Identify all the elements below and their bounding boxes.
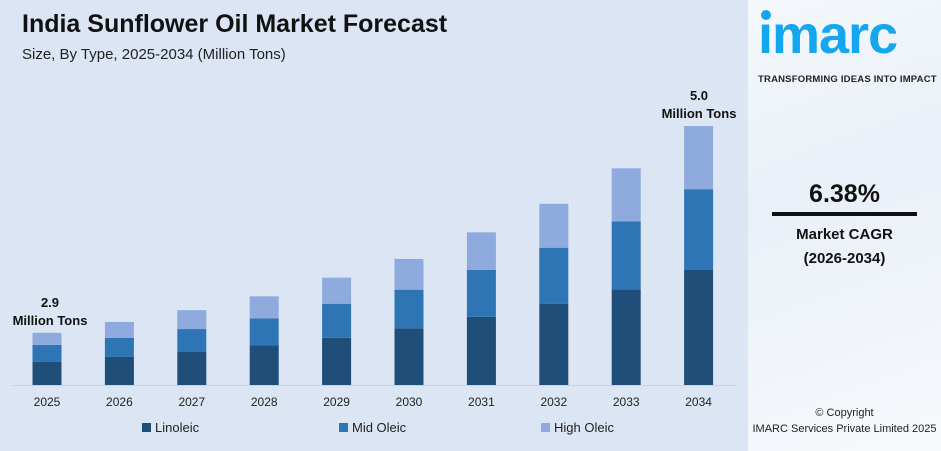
divider — [772, 212, 917, 216]
bar-segment-mid-oleic-2033 — [611, 221, 641, 290]
cagr-period: (2026-2034) — [803, 250, 886, 267]
legend-label: High Oleic — [554, 420, 614, 435]
annotation-value: 5.0 — [689, 88, 709, 103]
x-tick-label: 2034 — [685, 395, 712, 409]
legend-swatch — [339, 423, 348, 432]
bar-segment-linoleic-2029 — [322, 337, 352, 385]
chart-title: India Sunflower Oil Market Forecast — [22, 10, 448, 38]
cagr-value: 6.38% — [809, 180, 880, 208]
legend-swatch — [541, 423, 550, 432]
x-tick-label: 2025 — [34, 395, 61, 409]
bar-segment-mid-oleic-2027 — [177, 329, 207, 353]
bar-segment-high-oleic-2026 — [104, 321, 134, 338]
annotation-unit: Million Tons — [661, 106, 737, 121]
x-tick-label: 2033 — [613, 395, 640, 409]
legend-item-mid-oleic: Mid Oleic — [339, 420, 406, 435]
bar-segment-mid-oleic-2032 — [539, 247, 569, 304]
bar-segment-linoleic-2026 — [104, 356, 134, 385]
x-tick-label: 2026 — [106, 395, 133, 409]
annotation-2025: 2.9 Million Tons — [8, 294, 92, 330]
bar-segment-high-oleic-2029 — [322, 277, 352, 304]
bar-segment-linoleic-2032 — [539, 303, 569, 385]
chart-subtitle: Size, By Type, 2025-2034 (Million Tons) — [22, 46, 286, 63]
stacked-bar-chart: 2025 2026 2027 2028 2029 2030 2031 2032 2033 2034 — [12, 126, 735, 409]
x-tick-label: 2027 — [178, 395, 205, 409]
annotation-unit: Million Tons — [12, 313, 88, 328]
bar-segment-high-oleic-2025 — [32, 332, 62, 345]
annotation-2034: 5.0 Million Tons — [656, 87, 742, 123]
annotation-value: 2.9 — [40, 295, 60, 310]
bar-segment-linoleic-2031 — [466, 316, 496, 385]
x-tick-label: 2029 — [323, 395, 350, 409]
bar-segment-linoleic-2033 — [611, 289, 641, 385]
bar-segment-linoleic-2030 — [394, 328, 424, 385]
bar-segment-mid-oleic-2034 — [684, 189, 714, 271]
x-tick-label: 2028 — [251, 395, 278, 409]
bar-segment-linoleic-2025 — [32, 361, 62, 385]
bar-segment-high-oleic-2028 — [249, 296, 279, 319]
legend-label: Linoleic — [155, 420, 200, 435]
bar-segment-mid-oleic-2029 — [322, 303, 352, 338]
legend-swatch — [142, 423, 151, 432]
bar-segment-high-oleic-2034 — [684, 126, 714, 190]
logo-dot — [761, 10, 771, 20]
bar-segment-mid-oleic-2025 — [32, 344, 62, 362]
bar-segment-mid-oleic-2028 — [249, 318, 279, 346]
legend-label: Mid Oleic — [352, 420, 407, 435]
cagr-label: Market CAGR — [796, 226, 893, 243]
x-tick-label: 2032 — [540, 395, 567, 409]
bar-segment-high-oleic-2030 — [394, 258, 424, 290]
bar-segment-high-oleic-2032 — [539, 203, 569, 248]
x-tick-label: 2031 — [468, 395, 495, 409]
legend-item-linoleic: Linoleic — [142, 420, 199, 435]
bar-segment-mid-oleic-2030 — [394, 289, 424, 329]
legend-item-high-oleic: High Oleic — [541, 420, 614, 435]
tagline: TRANSFORMING IDEAS INTO IMPACT — [758, 74, 937, 85]
bar-segment-linoleic-2034 — [684, 270, 714, 385]
bar-segment-high-oleic-2033 — [611, 168, 641, 222]
side-panel: ımarc TRANSFORMING IDEAS INTO IMPACT 6.3… — [748, 0, 941, 451]
bar-segment-linoleic-2027 — [177, 352, 207, 385]
imarc-logo: ımarc — [758, 5, 898, 65]
bar-segment-mid-oleic-2031 — [466, 269, 496, 317]
copyright: © Copyright — [815, 407, 874, 419]
bar-segment-linoleic-2028 — [249, 345, 279, 385]
company-name: IMARC Services Private Limited 2025 — [752, 423, 937, 435]
x-tick-label: 2030 — [396, 395, 423, 409]
bar-segment-high-oleic-2027 — [177, 310, 207, 330]
bar-segment-high-oleic-2031 — [466, 232, 496, 270]
bar-segment-mid-oleic-2026 — [104, 337, 134, 357]
